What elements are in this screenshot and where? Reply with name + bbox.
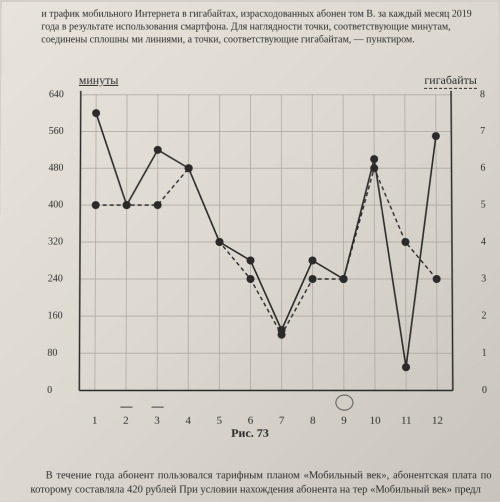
outro-line: При условии нахождения абонента на тер <box>179 484 367 495</box>
y-left-tick: 160 <box>48 311 63 322</box>
y-right-tick: 6 <box>480 163 485 174</box>
figure-caption: Рис. 73 <box>0 426 500 441</box>
y-right-tick: 8 <box>480 89 485 100</box>
textbook-page: и трафик мобильного Интернета в гигабайт… <box>0 2 500 502</box>
y-right-axis-label: гигабайты <box>424 73 477 89</box>
outro-paragraph: В течение года абонент пользовался тариф… <box>30 469 491 498</box>
y-right-tick: 3 <box>481 274 486 285</box>
y-right-tick: 1 <box>482 348 487 359</box>
y-left-tick: 80 <box>47 348 57 359</box>
y-left-tick: 320 <box>48 237 63 248</box>
y-right-tick: 2 <box>481 311 486 322</box>
chart-svg <box>49 91 471 411</box>
pencil-underline <box>120 407 132 408</box>
y-left-tick: 640 <box>49 89 64 100</box>
outro-line: В течение года абонент пользовался тариф… <box>46 470 363 481</box>
intro-paragraph: и трафик мобильного Интернета в гигабайт… <box>41 8 486 46</box>
y-left-axis-label: минуты <box>79 73 119 88</box>
y-left-tick: 480 <box>48 163 63 174</box>
y-right-tick: 0 <box>482 385 487 396</box>
y-right-tick: 5 <box>481 200 486 211</box>
y-left-tick: 0 <box>47 385 52 396</box>
outro-line: «Мобильный век» предл <box>370 484 481 495</box>
intro-line: и трафик мобильного Интернета в гигабайт… <box>41 9 346 20</box>
y-left-tick: 400 <box>48 200 63 211</box>
pencil-underline <box>151 407 163 408</box>
y-left-tick: 560 <box>49 126 64 137</box>
chart: минуты гигабайты 08016024032040048056064… <box>49 91 471 411</box>
y-right-tick: 4 <box>481 237 486 248</box>
y-right-tick: 7 <box>480 126 485 137</box>
y-left-tick: 240 <box>48 274 63 285</box>
intro-line: ми линиями, а точки, соответствующие гиг… <box>131 34 414 45</box>
